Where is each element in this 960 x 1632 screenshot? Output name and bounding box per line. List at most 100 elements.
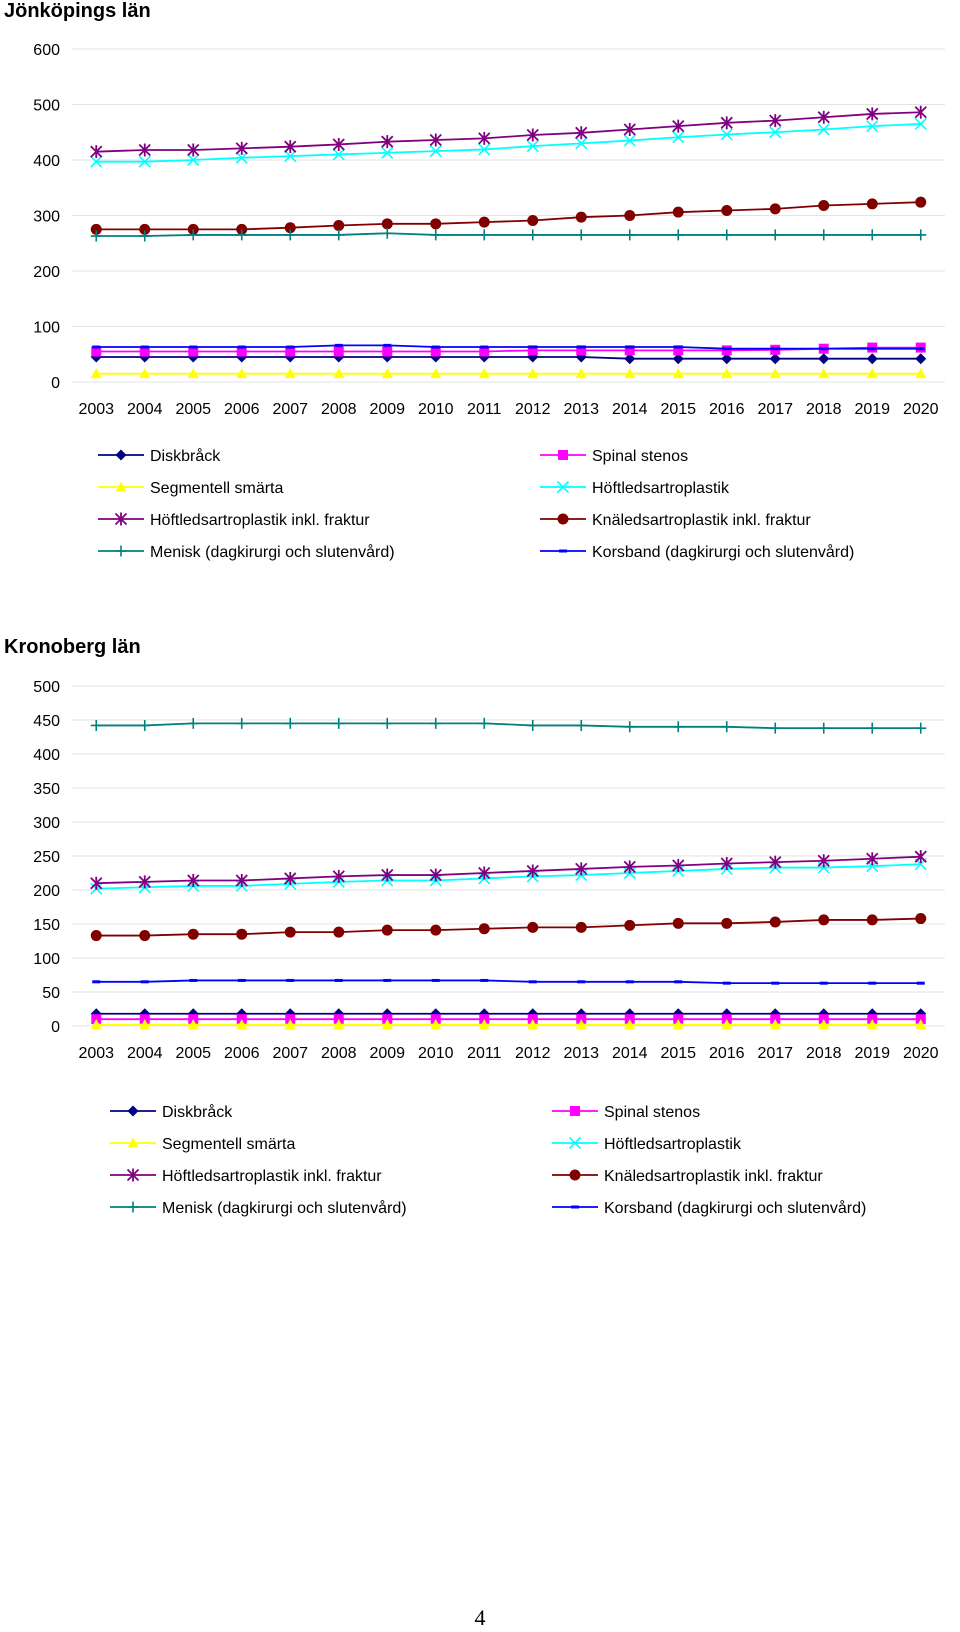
y-tick-label: 500 bbox=[33, 679, 60, 696]
x-tick-label: 2013 bbox=[563, 1045, 599, 1062]
data-point bbox=[623, 122, 636, 136]
legend-marker bbox=[114, 512, 128, 526]
data-point bbox=[527, 921, 539, 933]
chart2-plot: 0 50 100 150 200 250 300 350 400 450 500 2003 2004 20… bbox=[33, 679, 945, 1217]
data-point bbox=[672, 721, 684, 733]
data-point bbox=[284, 1019, 296, 1030]
data-point bbox=[818, 914, 830, 926]
data-point bbox=[333, 219, 345, 231]
x-tick-label: 2010 bbox=[418, 1045, 454, 1062]
data-point bbox=[333, 346, 344, 357]
data-point bbox=[187, 873, 200, 887]
series-diskbr-ck bbox=[90, 351, 927, 365]
legend-item: Diskbråck bbox=[98, 447, 221, 465]
series-line bbox=[96, 917, 921, 937]
data-point bbox=[672, 1019, 684, 1030]
data-point bbox=[915, 722, 927, 734]
series-line bbox=[96, 123, 921, 163]
data-point bbox=[769, 126, 782, 139]
series-line bbox=[96, 979, 921, 985]
data-point bbox=[333, 717, 345, 729]
data-point bbox=[575, 229, 587, 241]
data-point bbox=[139, 1019, 151, 1030]
legend-marker bbox=[568, 1136, 582, 1150]
data-point bbox=[818, 200, 830, 212]
legend-marker bbox=[115, 449, 127, 461]
data-point bbox=[575, 211, 587, 223]
data-point bbox=[721, 345, 732, 356]
data-point bbox=[721, 353, 733, 365]
data-point bbox=[90, 930, 102, 942]
data-point bbox=[575, 137, 588, 150]
data-point bbox=[235, 151, 248, 164]
x-tick-label: 2007 bbox=[272, 1045, 308, 1062]
legend-item: Diskbråck bbox=[110, 1103, 233, 1121]
data-point bbox=[187, 153, 200, 167]
series-segmentell-sm-rta bbox=[90, 368, 927, 379]
series-h-ftledsartroplastik-inkl-fraktur bbox=[90, 850, 927, 890]
data-point bbox=[430, 924, 442, 936]
data-point bbox=[721, 917, 733, 929]
legend-label: Spinal stenos bbox=[592, 448, 688, 465]
data-point bbox=[431, 978, 440, 982]
data-point bbox=[866, 229, 878, 241]
series-diskbr-ck bbox=[90, 1008, 927, 1020]
x-tick-label: 2009 bbox=[369, 401, 405, 418]
data-point bbox=[333, 368, 345, 379]
y-tick-label: 300 bbox=[33, 209, 60, 226]
data-point bbox=[625, 345, 634, 349]
data-point bbox=[916, 981, 925, 985]
data-point bbox=[285, 346, 296, 357]
legend-marker bbox=[571, 1205, 579, 1209]
data-point bbox=[868, 981, 877, 985]
legend-marker bbox=[559, 549, 567, 553]
data-point bbox=[286, 978, 295, 982]
data-point bbox=[332, 137, 345, 151]
data-point bbox=[866, 120, 879, 133]
data-point bbox=[866, 722, 878, 734]
data-point bbox=[284, 222, 296, 234]
data-point bbox=[91, 346, 102, 357]
data-point bbox=[92, 345, 101, 349]
legend-label: Höftledsartroplastik inkl. fraktur bbox=[150, 512, 370, 529]
data-point bbox=[527, 719, 539, 731]
data-point bbox=[721, 1019, 733, 1030]
y-tick-label: 500 bbox=[33, 98, 60, 115]
series-line bbox=[96, 722, 921, 730]
y-tick-label: 200 bbox=[33, 883, 60, 900]
series-h-ftledsartroplastik bbox=[90, 858, 927, 895]
data-point bbox=[381, 218, 393, 230]
y-tick-label: 400 bbox=[33, 153, 60, 170]
legend-marker bbox=[115, 481, 127, 492]
legend-item: Höftledsartroplastik bbox=[552, 1136, 742, 1153]
legend-label: Knäledsartroplastik inkl. fraktur bbox=[592, 512, 811, 529]
legend-item: Knäledsartroplastik inkl. fraktur bbox=[552, 1168, 823, 1185]
data-point bbox=[139, 930, 151, 942]
data-point bbox=[430, 368, 442, 379]
legend-marker bbox=[115, 545, 127, 557]
data-point bbox=[478, 143, 491, 156]
x-tick-label: 2016 bbox=[709, 401, 745, 418]
data-point bbox=[334, 978, 343, 982]
data-point bbox=[381, 227, 393, 239]
data-point bbox=[866, 107, 879, 121]
legend-item: Höftledsartroplastik inkl. fraktur bbox=[110, 1168, 382, 1185]
data-point bbox=[914, 105, 927, 119]
page-number: 4 bbox=[474, 1605, 486, 1630]
data-point bbox=[284, 229, 296, 241]
data-point bbox=[237, 978, 246, 982]
x-tick-label: 2019 bbox=[854, 1045, 890, 1062]
data-point bbox=[624, 229, 636, 241]
x-tick-label: 2005 bbox=[175, 401, 211, 418]
legend-item: Höftledsartroplastik bbox=[540, 480, 730, 497]
x-tick-label: 2020 bbox=[903, 1045, 939, 1062]
data-point bbox=[771, 981, 780, 985]
x-tick-label: 2006 bbox=[224, 1045, 260, 1062]
data-point bbox=[236, 368, 248, 379]
data-point bbox=[284, 368, 296, 379]
series-segmentell-sm-rta bbox=[90, 1019, 927, 1030]
data-point bbox=[139, 223, 151, 235]
x-tick-label: 2014 bbox=[612, 401, 648, 418]
data-point bbox=[90, 145, 103, 159]
data-point bbox=[674, 345, 683, 349]
